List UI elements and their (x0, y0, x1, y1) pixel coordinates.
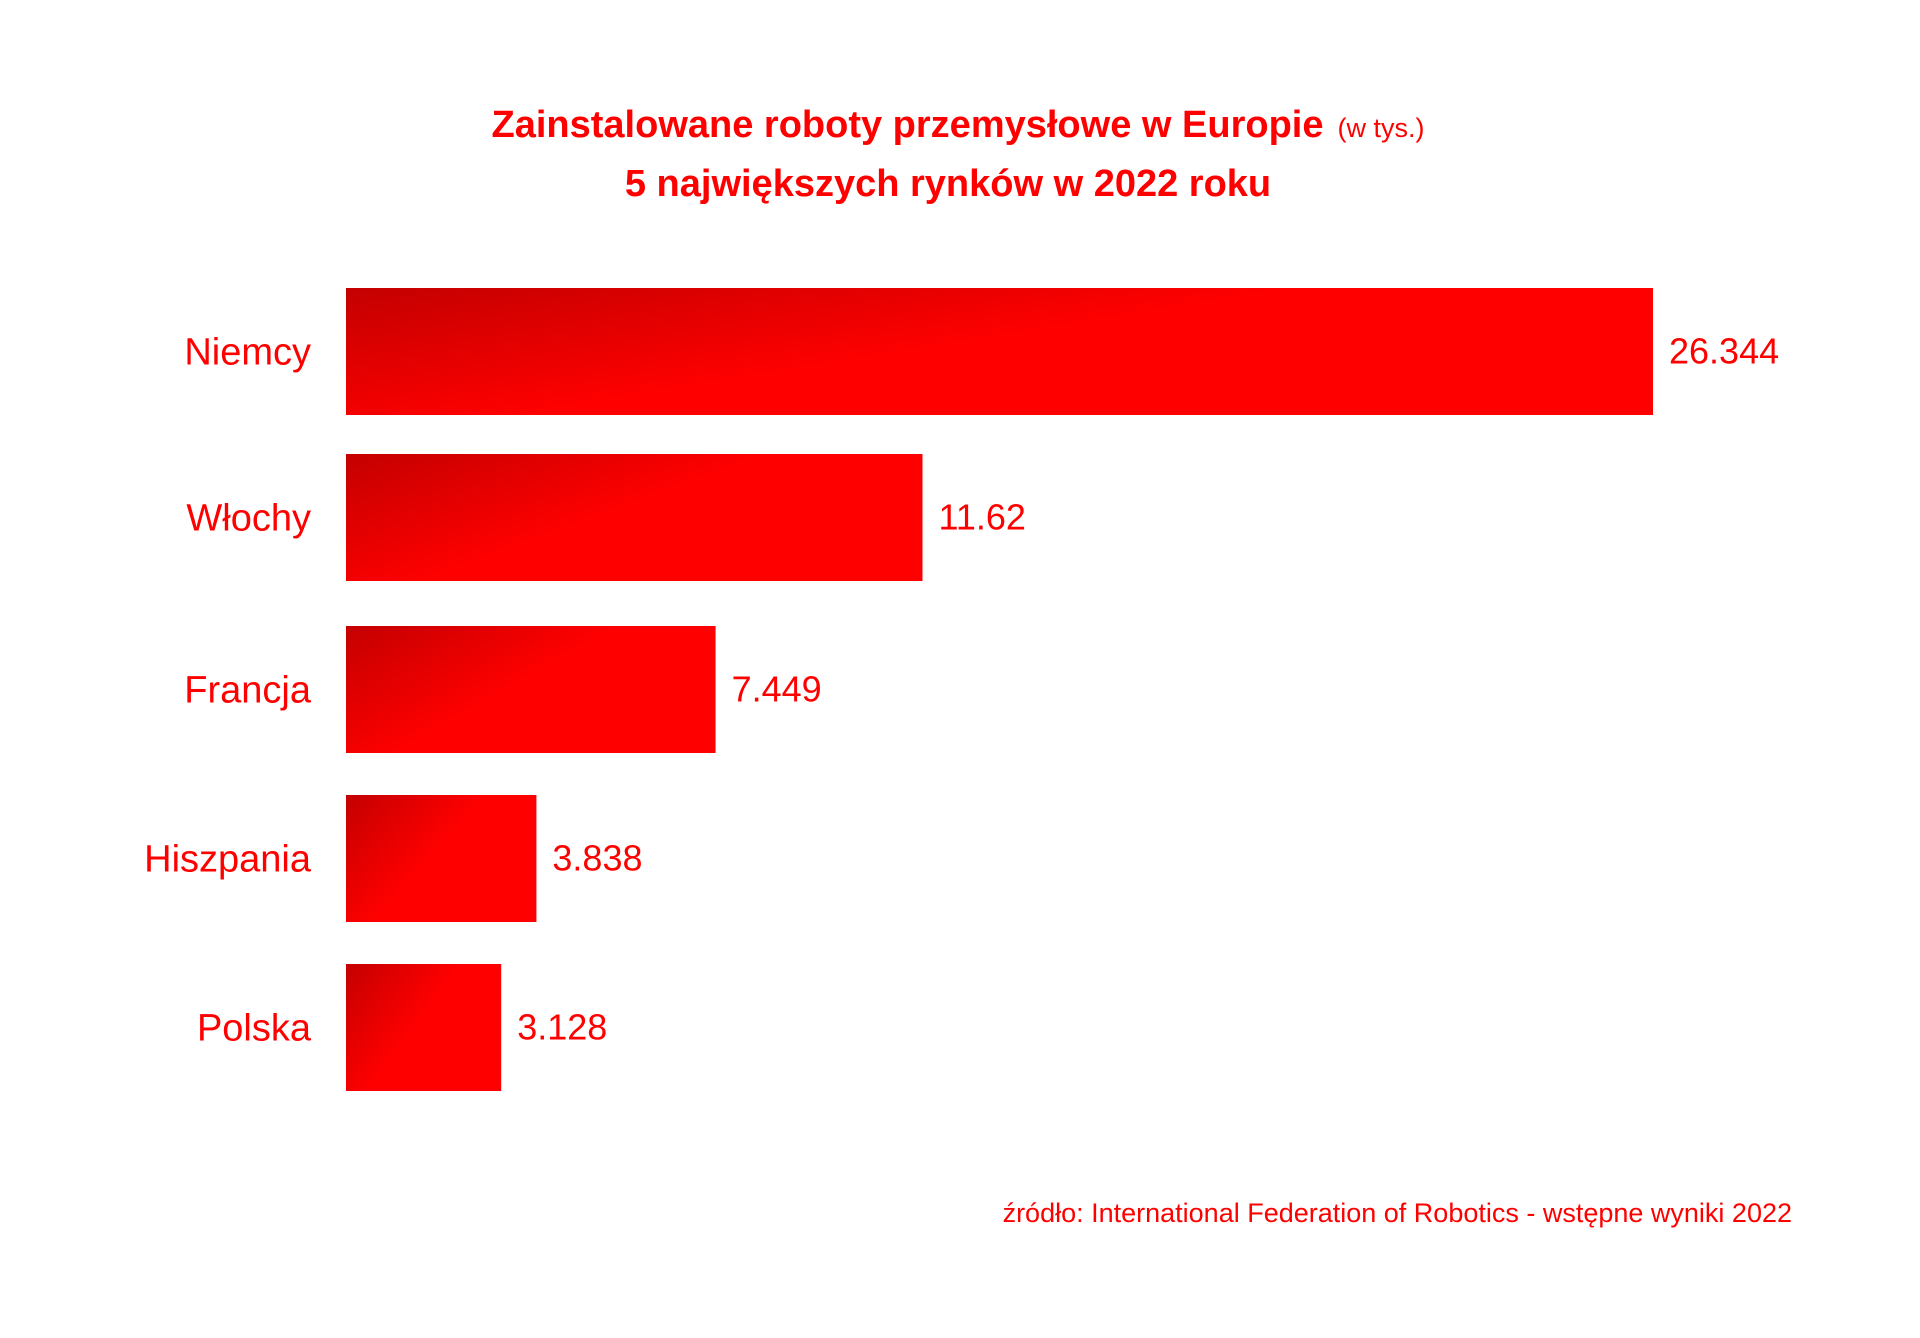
value-label: 11.62 (939, 497, 1026, 538)
bar-1 (346, 454, 923, 581)
chart-subtitle: 5 największych rynków w 2022 roku (624, 163, 1272, 205)
value-label: 7.449 (732, 669, 822, 710)
value-label: 26.344 (1669, 331, 1779, 372)
bar-4 (346, 964, 502, 1091)
category-label: Hiszpania (144, 839, 312, 881)
bar-3 (346, 795, 537, 922)
category-label: Polska (197, 1008, 312, 1050)
category-label: Włochy (186, 498, 311, 540)
title-text: Zainstalowane roboty przemysłowe w Europ… (491, 104, 1324, 146)
chart-title: Zainstalowane roboty przemysłowe w Europ… (0, 104, 1918, 147)
bar-0 (346, 288, 1653, 415)
value-label: 3.128 (517, 1007, 607, 1048)
source-note: źródło: International Federation of Robo… (1002, 1198, 1792, 1228)
title-unit: (w tys.) (1337, 113, 1425, 143)
bar-2 (346, 626, 716, 753)
value-label: 3.838 (552, 838, 642, 879)
category-label: Francja (184, 670, 312, 712)
category-label: Niemcy (184, 332, 311, 374)
